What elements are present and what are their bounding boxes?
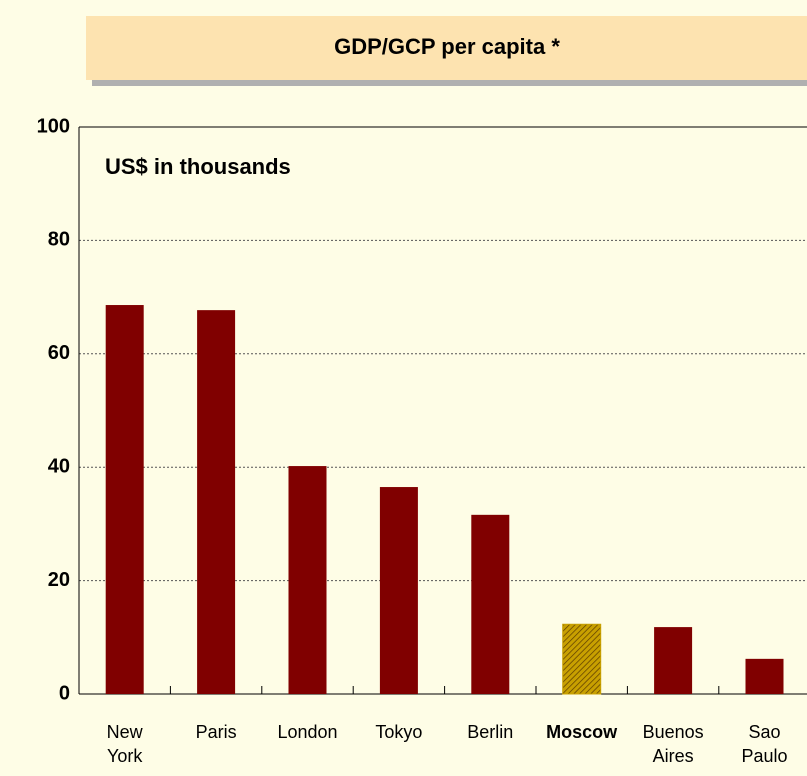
bar (471, 514, 510, 694)
x-tick-label: New York (106, 722, 143, 766)
bar (562, 623, 602, 695)
x-tick-label: Paris (195, 722, 237, 742)
bar (745, 658, 784, 694)
x-tick-label: Tokyo (375, 722, 423, 742)
y-tick-label: 80 (48, 229, 70, 251)
bar (288, 466, 327, 694)
y-tick-label: 60 (48, 342, 70, 364)
chart-title: GDP/GCP per capita * (334, 34, 560, 59)
bar (197, 310, 236, 694)
x-tick-label: Buenos Aires (642, 722, 704, 766)
y-tick-label: 100 (37, 115, 70, 137)
x-tick-label: Moscow (546, 722, 618, 742)
y-tick-label: 20 (48, 569, 70, 591)
bar (654, 627, 693, 694)
x-tick-label: London (277, 722, 338, 742)
x-tick-label: Berlin (467, 722, 514, 742)
title-box (86, 16, 807, 80)
bar (105, 305, 144, 694)
bar (379, 487, 418, 694)
y-tick-label: 40 (48, 455, 70, 477)
chart-subtitle: US$ in thousands (105, 154, 291, 179)
x-tick-label: Sao Paulo (741, 722, 788, 766)
y-tick-label: 0 (59, 682, 70, 704)
